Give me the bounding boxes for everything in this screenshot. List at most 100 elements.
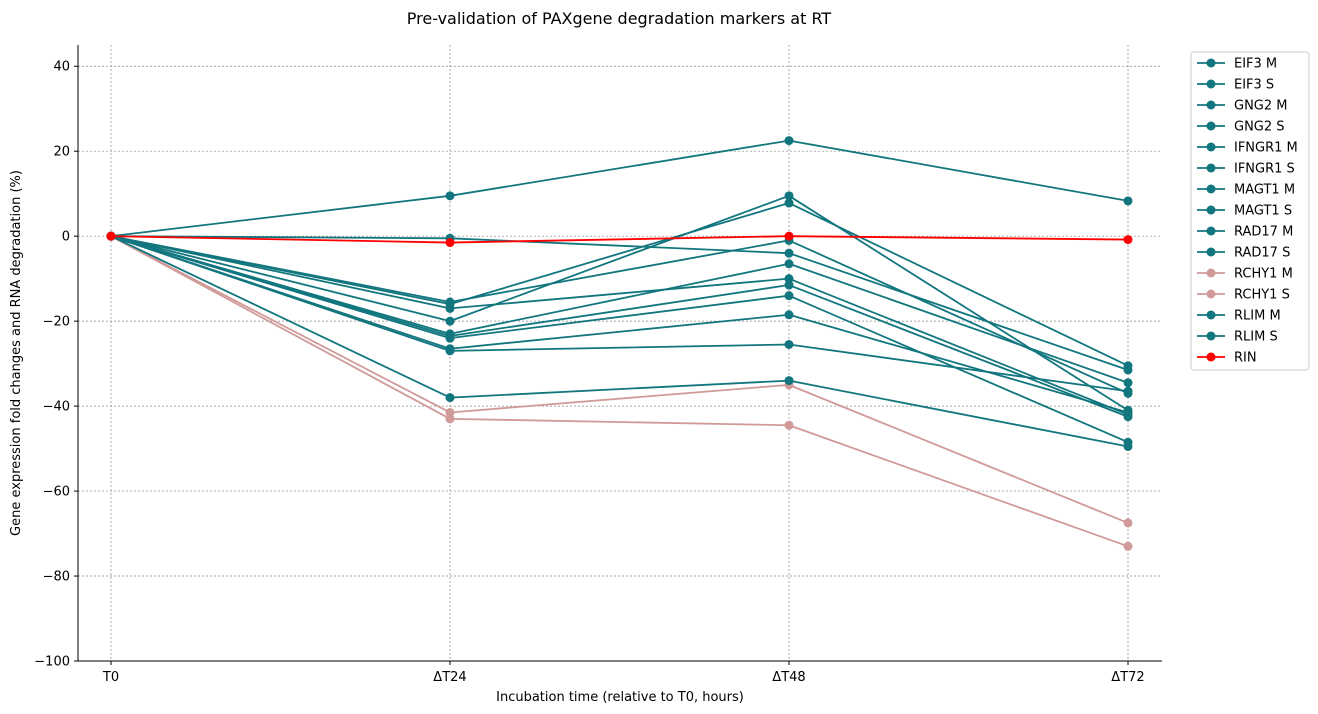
data-point: [1123, 518, 1133, 528]
legend-item: RAD17 S: [1197, 246, 1290, 261]
data-point: [784, 231, 794, 241]
series-gng2-s: [106, 191, 1133, 415]
data-point: [1123, 196, 1133, 206]
legend-label: RIN: [1234, 351, 1257, 366]
series-line: [110, 235, 1129, 244]
data-point: [1123, 378, 1133, 388]
series-line: [110, 235, 1129, 384]
data-point: [784, 248, 794, 258]
data-point: [106, 231, 116, 241]
legend-item: RAD17 M: [1197, 225, 1293, 240]
series-line: [110, 139, 1129, 238]
y-ticks: −100 −80 −60 −40 −20 0 20 40: [34, 60, 78, 670]
data-point: [784, 136, 794, 146]
legend-label: IFNGR1 S: [1234, 162, 1295, 177]
series-line: [110, 235, 1129, 371]
series-group: [106, 136, 1133, 551]
series-line: [110, 235, 1129, 416]
series-line: [110, 202, 1129, 367]
legend-item: EIF3 M: [1197, 57, 1277, 72]
legend-item: IFNGR1 M: [1197, 141, 1298, 156]
data-point: [445, 238, 455, 248]
series-line: [110, 235, 1129, 524]
data-point: [784, 280, 794, 290]
data-point: [784, 420, 794, 430]
grid: [78, 45, 1162, 662]
x-tick-label: ΔT72: [1111, 670, 1144, 685]
series-gng2-m: [106, 198, 1133, 371]
data-point: [445, 414, 455, 424]
y-tick-label: −40: [43, 400, 70, 415]
legend-marker: [1206, 121, 1216, 131]
legend-item: EIF3 S: [1197, 78, 1274, 93]
series-line: [110, 235, 1129, 448]
y-tick-label: −80: [43, 570, 70, 585]
legend-label: EIF3 M: [1234, 57, 1277, 72]
legend-item: RLIM M: [1197, 309, 1281, 324]
series-line: [110, 235, 1129, 395]
y-tick-label: −100: [34, 655, 70, 670]
data-point: [445, 407, 455, 417]
legend-item: IFNGR1 S: [1197, 162, 1295, 177]
legend-marker: [1206, 142, 1216, 152]
series-line: [110, 235, 1129, 414]
x-ticks: T0 ΔT24 ΔT48 ΔT72: [102, 661, 1145, 685]
data-point: [784, 274, 794, 284]
series-eif3-m: [106, 136, 1133, 241]
series-line: [110, 235, 1129, 444]
data-point: [1123, 541, 1133, 551]
legend-label: RAD17 S: [1234, 246, 1290, 261]
legend-item: RLIM S: [1197, 330, 1278, 345]
legend-marker: [1206, 331, 1216, 341]
data-point: [784, 340, 794, 350]
legend-item: RCHY1 M: [1197, 267, 1293, 282]
data-point: [445, 297, 455, 307]
legend-marker: [1206, 352, 1216, 362]
legend-marker: [1206, 247, 1216, 257]
legend: EIF3 M EIF3 S GNG2 M GNG2 S IFNGR1 M IFNGR1 S…: [1190, 51, 1310, 371]
data-point: [784, 191, 794, 201]
legend-label: GNG2 M: [1234, 99, 1288, 114]
legend-marker: [1206, 163, 1216, 173]
x-tick-label: ΔT24: [433, 670, 466, 685]
legend-marker: [1206, 184, 1216, 194]
data-point: [1123, 441, 1133, 451]
legend-label: EIF3 S: [1234, 78, 1274, 93]
series-rchy1-m: [106, 231, 1133, 528]
legend-label: GNG2 S: [1234, 120, 1285, 135]
legend-marker: [1206, 58, 1216, 68]
legend-label: RAD17 M: [1234, 225, 1293, 240]
data-point: [784, 259, 794, 269]
series-line: [110, 235, 1129, 418]
chart-title: Pre-validation of PAXgene degradation ma…: [407, 9, 832, 28]
legend-label: MAGT1 S: [1234, 204, 1292, 219]
series-line: [110, 235, 1129, 393]
y-axis-label: Gene expression fold changes and RNA deg…: [9, 170, 24, 536]
legend-frame: [1190, 51, 1310, 371]
series-magt1-s: [106, 231, 1133, 447]
legend-marker: [1206, 289, 1216, 299]
data-point: [445, 303, 455, 313]
legend-marker: [1206, 310, 1216, 320]
legend-item: RIN: [1197, 351, 1257, 366]
y-tick-label: 20: [53, 145, 70, 160]
legend-item: MAGT1 S: [1197, 204, 1292, 219]
legend-marker: [1206, 205, 1216, 215]
x-tick-label: T0: [102, 670, 119, 685]
data-point: [1123, 235, 1133, 245]
y-tick-label: −60: [43, 485, 70, 500]
legend-label: RCHY1 S: [1234, 288, 1290, 303]
legend-item: MAGT1 M: [1197, 183, 1295, 198]
series-line: [110, 235, 1129, 548]
legend-label: RLIM S: [1234, 330, 1278, 345]
data-point: [784, 376, 794, 386]
legend-label: RLIM M: [1234, 309, 1281, 324]
data-point: [1123, 361, 1133, 371]
legend-item: GNG2 M: [1197, 99, 1288, 114]
data-point: [1123, 386, 1133, 396]
legend-label: IFNGR1 M: [1234, 141, 1298, 156]
data-point: [784, 291, 794, 301]
legend-label: MAGT1 M: [1234, 183, 1295, 198]
legend-marker: [1206, 226, 1216, 236]
